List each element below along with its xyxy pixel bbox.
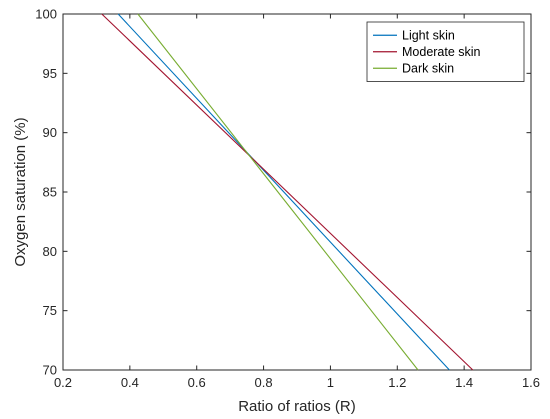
- y-axis-label: Oxygen saturation (%): [12, 117, 29, 266]
- x-tick-label: 0.6: [188, 375, 206, 390]
- x-tick-label: 1.2: [388, 375, 406, 390]
- x-tick-label: 0.2: [54, 375, 72, 390]
- x-tick-label: 0.8: [255, 375, 273, 390]
- legend-label-moderate-skin: Moderate skin: [402, 45, 481, 59]
- x-tick-label: 0.4: [121, 375, 139, 390]
- y-tick-label: 90: [43, 125, 57, 140]
- x-tick-label: 1.4: [455, 375, 473, 390]
- x-axis-label: Ratio of ratios (R): [238, 398, 356, 415]
- y-tick-label: 80: [43, 244, 57, 259]
- series-lines: [101, 13, 474, 371]
- legend: Light skin Moderate skin Dark skin: [366, 21, 525, 82]
- y-tick-label: 95: [43, 66, 57, 81]
- x-tick-label: 1.6: [522, 375, 540, 390]
- y-tick-label: 100: [35, 7, 57, 22]
- plot-area: 0.2 0.4 0.6 0.8 1 1.2 1.4 1.6 70 75 80 85 90 95 100 Li…: [12, 7, 540, 416]
- axis-ticks: 0.2 0.4 0.6 0.8 1 1.2 1.4 1.6 70 75 80 85 90 95 100: [35, 7, 540, 391]
- series-line-light-skin: [117, 13, 450, 371]
- legend-label-light-skin: Light skin: [402, 29, 455, 43]
- y-tick-label: 85: [43, 185, 57, 200]
- y-tick-label: 75: [43, 303, 57, 318]
- legend-label-dark-skin: Dark skin: [402, 62, 454, 76]
- series-line-moderate-skin: [101, 13, 474, 371]
- y-tick-label: 70: [43, 363, 57, 378]
- series-line-dark-skin: [137, 13, 419, 371]
- x-tick-label: 1: [327, 375, 334, 390]
